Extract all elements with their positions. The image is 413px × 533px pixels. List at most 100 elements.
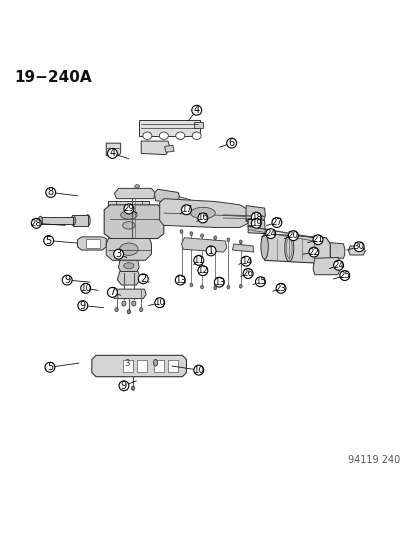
Ellipse shape <box>122 222 135 229</box>
Circle shape <box>107 287 117 297</box>
Ellipse shape <box>131 301 135 306</box>
Polygon shape <box>154 189 180 203</box>
Text: 1: 1 <box>208 246 214 256</box>
Circle shape <box>197 265 207 276</box>
Text: 4: 4 <box>109 148 115 158</box>
Polygon shape <box>104 205 164 239</box>
Text: 24: 24 <box>332 261 343 270</box>
Polygon shape <box>245 206 265 221</box>
Ellipse shape <box>159 132 168 140</box>
Text: 9: 9 <box>64 275 70 285</box>
Polygon shape <box>106 239 151 260</box>
Text: 29: 29 <box>123 205 134 213</box>
Text: 18: 18 <box>250 213 261 222</box>
Text: 13: 13 <box>214 278 224 287</box>
Circle shape <box>62 275 72 285</box>
Text: 25: 25 <box>338 271 349 280</box>
Polygon shape <box>40 217 73 224</box>
Ellipse shape <box>119 243 138 255</box>
Circle shape <box>181 205 191 215</box>
Ellipse shape <box>134 184 139 188</box>
Polygon shape <box>112 289 146 298</box>
Polygon shape <box>137 360 147 372</box>
Text: 2: 2 <box>140 274 146 284</box>
Circle shape <box>354 242 363 252</box>
Polygon shape <box>139 120 199 136</box>
Text: 21: 21 <box>312 235 323 244</box>
Ellipse shape <box>180 230 183 233</box>
Polygon shape <box>85 239 100 248</box>
Text: 19−240A: 19−240A <box>14 70 92 85</box>
Text: 14: 14 <box>240 257 251 265</box>
Text: 16: 16 <box>197 214 208 222</box>
Text: 5: 5 <box>47 362 53 372</box>
Circle shape <box>288 231 298 240</box>
Text: 23: 23 <box>275 284 286 293</box>
Circle shape <box>251 219 261 228</box>
Text: 3: 3 <box>124 359 129 368</box>
Text: 27: 27 <box>271 218 282 227</box>
Circle shape <box>265 229 275 239</box>
Circle shape <box>31 219 41 228</box>
Ellipse shape <box>127 310 130 314</box>
Ellipse shape <box>131 386 134 390</box>
Circle shape <box>193 365 203 375</box>
Ellipse shape <box>71 215 75 225</box>
Text: 13: 13 <box>174 276 185 285</box>
Ellipse shape <box>142 132 152 140</box>
Circle shape <box>191 106 201 115</box>
Ellipse shape <box>213 286 216 290</box>
Polygon shape <box>122 360 133 372</box>
Ellipse shape <box>153 359 157 366</box>
Ellipse shape <box>115 308 118 312</box>
Ellipse shape <box>180 280 183 284</box>
Polygon shape <box>77 237 106 250</box>
Circle shape <box>175 275 185 285</box>
Ellipse shape <box>38 216 43 224</box>
Circle shape <box>240 256 250 266</box>
Ellipse shape <box>226 238 229 241</box>
Text: 12: 12 <box>197 266 208 275</box>
Polygon shape <box>159 199 247 228</box>
Polygon shape <box>164 145 174 152</box>
Text: 24: 24 <box>265 229 275 238</box>
Text: 3: 3 <box>115 249 121 259</box>
Circle shape <box>197 213 207 223</box>
Polygon shape <box>168 360 178 372</box>
Circle shape <box>78 301 88 311</box>
Circle shape <box>154 298 164 308</box>
Text: 20: 20 <box>287 231 298 240</box>
Polygon shape <box>106 143 120 158</box>
Circle shape <box>138 274 148 284</box>
Polygon shape <box>264 233 330 264</box>
Ellipse shape <box>85 215 90 226</box>
Text: 17: 17 <box>180 205 192 214</box>
Ellipse shape <box>239 240 242 244</box>
Polygon shape <box>330 243 344 259</box>
Polygon shape <box>247 219 265 233</box>
Ellipse shape <box>123 263 134 269</box>
Ellipse shape <box>260 235 268 259</box>
Ellipse shape <box>192 132 201 140</box>
Circle shape <box>312 235 322 245</box>
Polygon shape <box>141 141 170 155</box>
Text: 26: 26 <box>242 269 253 278</box>
Polygon shape <box>92 356 186 377</box>
Ellipse shape <box>176 132 184 140</box>
Text: 10: 10 <box>80 284 91 293</box>
Text: 9: 9 <box>80 301 85 311</box>
Text: 28: 28 <box>31 219 42 228</box>
Ellipse shape <box>121 301 126 306</box>
Circle shape <box>308 247 318 257</box>
Text: 30: 30 <box>353 243 364 251</box>
Ellipse shape <box>120 211 137 219</box>
Polygon shape <box>312 257 340 274</box>
Text: 4: 4 <box>193 105 199 115</box>
Polygon shape <box>114 188 155 199</box>
Text: 94119 240: 94119 240 <box>347 455 399 465</box>
Circle shape <box>339 271 349 280</box>
Circle shape <box>44 236 54 246</box>
Text: 10: 10 <box>193 366 204 375</box>
Text: 5: 5 <box>45 236 52 246</box>
Text: 19: 19 <box>250 219 261 228</box>
